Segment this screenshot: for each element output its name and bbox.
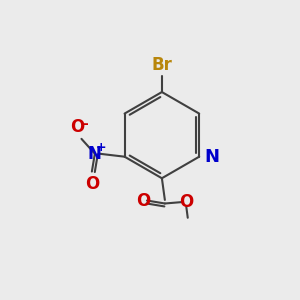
Text: O: O (85, 175, 99, 193)
Text: O: O (136, 191, 151, 209)
Text: O: O (70, 118, 84, 136)
Text: N: N (205, 148, 220, 166)
Text: +: + (96, 141, 107, 154)
Text: N: N (88, 145, 102, 163)
Text: O: O (179, 193, 194, 211)
Text: Br: Br (152, 56, 172, 74)
Text: -: - (82, 117, 88, 131)
